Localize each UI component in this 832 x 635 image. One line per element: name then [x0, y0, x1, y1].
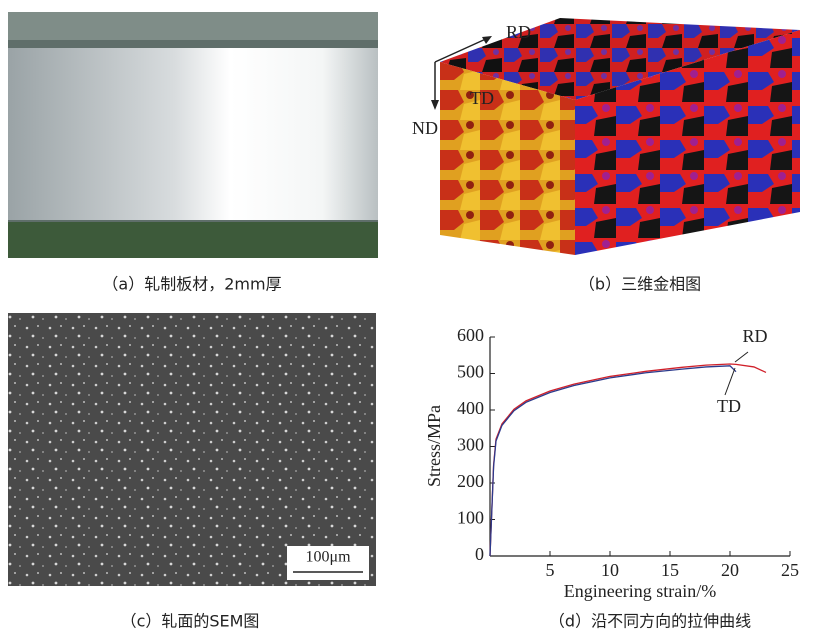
- caption: （d）沿不同方向的拉伸曲线: [549, 612, 751, 631]
- axis-label: TD: [470, 88, 494, 108]
- leader-line: [725, 368, 735, 395]
- x-axis-label: Engineering strain/%: [564, 581, 716, 601]
- caption: （a）轧制板材，2mm厚: [102, 275, 281, 294]
- legend-label: TD: [717, 396, 741, 416]
- y-tick-label: 300: [457, 435, 484, 455]
- photo-plate: [8, 12, 378, 258]
- leader-line: [735, 352, 748, 362]
- scale-bar-label: 100μm: [305, 549, 351, 566]
- figure: （a）轧制板材，2mm厚 RD TD ND （b）三维金相图 100μm （c）…: [0, 0, 832, 635]
- legend-label: RD: [742, 326, 767, 346]
- y-tick-label: 200: [457, 471, 484, 491]
- y-tick-label: 0: [475, 544, 484, 564]
- line-series: [490, 366, 736, 556]
- y-tick-label: 100: [457, 508, 484, 528]
- x-tick-label: 15: [661, 560, 679, 580]
- x-tick-label: 20: [721, 560, 739, 580]
- x-tick-label: 10: [601, 560, 619, 580]
- y-tick-label: 500: [457, 362, 484, 382]
- sem-image: [8, 313, 376, 586]
- caption: （b）三维金相图: [579, 275, 701, 294]
- axis-label: ND: [412, 118, 438, 138]
- x-tick-label: 5: [546, 560, 555, 580]
- x-tick-label: 25: [781, 560, 799, 580]
- line-series: [490, 364, 766, 556]
- y-tick-label: 600: [457, 325, 484, 345]
- cube: [431, 18, 800, 255]
- y-tick-label: 400: [457, 398, 484, 418]
- y-axis-label: Stress/MPa: [424, 405, 444, 487]
- axis-label: RD: [506, 22, 531, 42]
- caption: （c）轧面的SEM图: [121, 612, 260, 631]
